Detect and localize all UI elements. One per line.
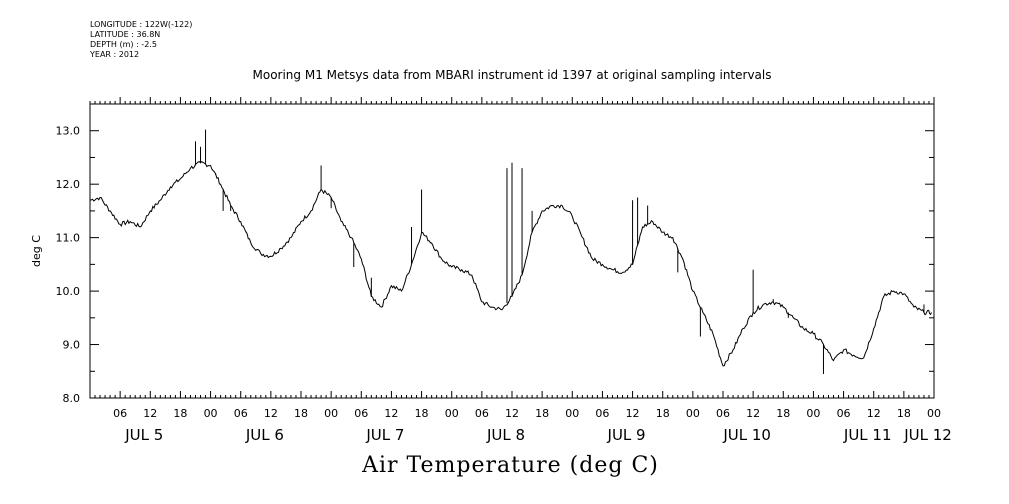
series-line [89, 160, 932, 367]
x-hour-label: 06 [354, 407, 368, 420]
x-hour-label: 00 [806, 407, 820, 420]
x-hour-label: 06 [113, 407, 127, 420]
x-hour-label: 00 [686, 407, 700, 420]
x-hour-label: 06 [595, 407, 609, 420]
x-hour-label: 00 [324, 407, 338, 420]
x-hour-label: 00 [204, 407, 218, 420]
x-hour-label: 00 [565, 407, 579, 420]
x-hour-label: 18 [173, 407, 187, 420]
x-day-label: JUL 8 [486, 426, 525, 444]
x-day-label: JUL 11 [843, 426, 892, 444]
x-hour-label: 06 [475, 407, 489, 420]
x-hour-label: 00 [927, 407, 941, 420]
x-hour-labels: 06 12 18 00 06 12 18 00 06 12 18 00 06 12 18 00 06 12 18 00… [113, 407, 941, 420]
x-hour-label: 06 [837, 407, 851, 420]
x-hour-label: 12 [746, 407, 760, 420]
x-day-label: JUL 7 [365, 426, 404, 444]
x-day-label: JUL 9 [607, 426, 646, 444]
y-tick-label: 12.0 [56, 178, 81, 191]
x-hour-label: 18 [897, 407, 911, 420]
x-day-label: JUL 5 [124, 426, 163, 444]
y-axis-label: deg C [30, 235, 43, 267]
series-group [89, 129, 932, 374]
x-day-labels: JUL 5 JUL 6 JUL 7 JUL 8 JUL 9 JUL 10 JUL 11 JUL… [124, 426, 952, 444]
y-tick-labels: 8.0 9.0 10.0 11.0 12.0 13.0 [56, 125, 81, 405]
y-tick-label: 8.0 [63, 392, 81, 405]
x-hour-label: 12 [867, 407, 881, 420]
x-day-label: JUL 6 [245, 426, 284, 444]
longitude-label: LONGITUDE : 122W(-122) [90, 20, 193, 29]
chart-title: Mooring M1 Metsys data from MBARI instru… [252, 68, 772, 82]
y-tick-label: 11.0 [56, 232, 81, 245]
x-hour-label: 12 [143, 407, 157, 420]
y-tick-label: 13.0 [56, 125, 81, 138]
x-hour-label: 18 [294, 407, 308, 420]
x-hour-label: 18 [535, 407, 549, 420]
x-day-label: JUL 12 [903, 426, 952, 444]
year-label: YEAR : 2012 [90, 50, 140, 59]
x-hour-label: 12 [505, 407, 519, 420]
x-day-label: JUL 10 [722, 426, 771, 444]
x-axis-title: Air Temperature (deg C) [362, 453, 659, 478]
x-hour-label: 12 [384, 407, 398, 420]
x-hour-label: 12 [264, 407, 278, 420]
y-tick-label: 9.0 [63, 339, 81, 352]
x-hour-label: 06 [716, 407, 730, 420]
axis-ticks [89, 97, 935, 399]
x-hour-label: 00 [445, 407, 459, 420]
metadata-block: LONGITUDE : 122W(-122) LATITUDE : 36.8N … [90, 20, 192, 60]
y-tick-label: 10.0 [56, 285, 81, 298]
latitude-label: LATITUDE : 36.8N [90, 30, 161, 39]
x-hour-label: 18 [656, 407, 670, 420]
x-hour-label: 18 [415, 407, 429, 420]
x-hour-label: 12 [626, 407, 640, 420]
x-hour-label: 06 [234, 407, 248, 420]
x-hour-label: 18 [776, 407, 790, 420]
depth-label: DEPTH (m) : -2.5 [90, 40, 157, 49]
